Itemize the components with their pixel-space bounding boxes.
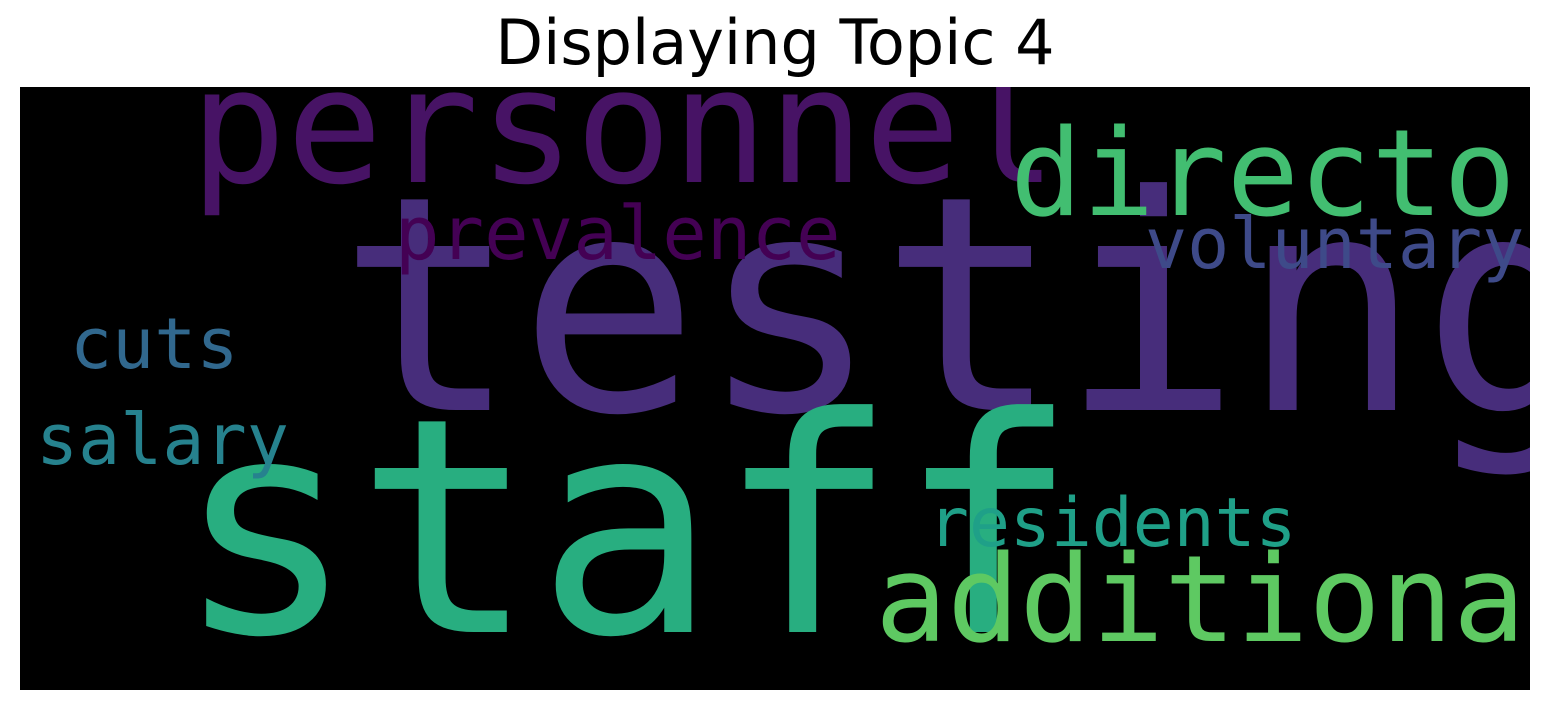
word-director: director	[1010, 105, 1530, 244]
word-testing: testing	[338, 132, 1530, 481]
word-salary: salary	[36, 399, 289, 481]
word-voluntary: voluntary	[1145, 203, 1525, 285]
word-cuts: cuts	[70, 303, 239, 385]
word-prevalence: prevalence	[395, 191, 841, 277]
word-residents: residents	[928, 484, 1297, 563]
word-staff: staff	[175, 354, 1079, 690]
word-cloud: testing personnel staff director additio…	[20, 87, 1530, 690]
word-personnel: personnel	[190, 87, 1057, 220]
word-additional: additional	[875, 531, 1530, 670]
figure-title: Displaying Topic 4	[495, 6, 1055, 79]
